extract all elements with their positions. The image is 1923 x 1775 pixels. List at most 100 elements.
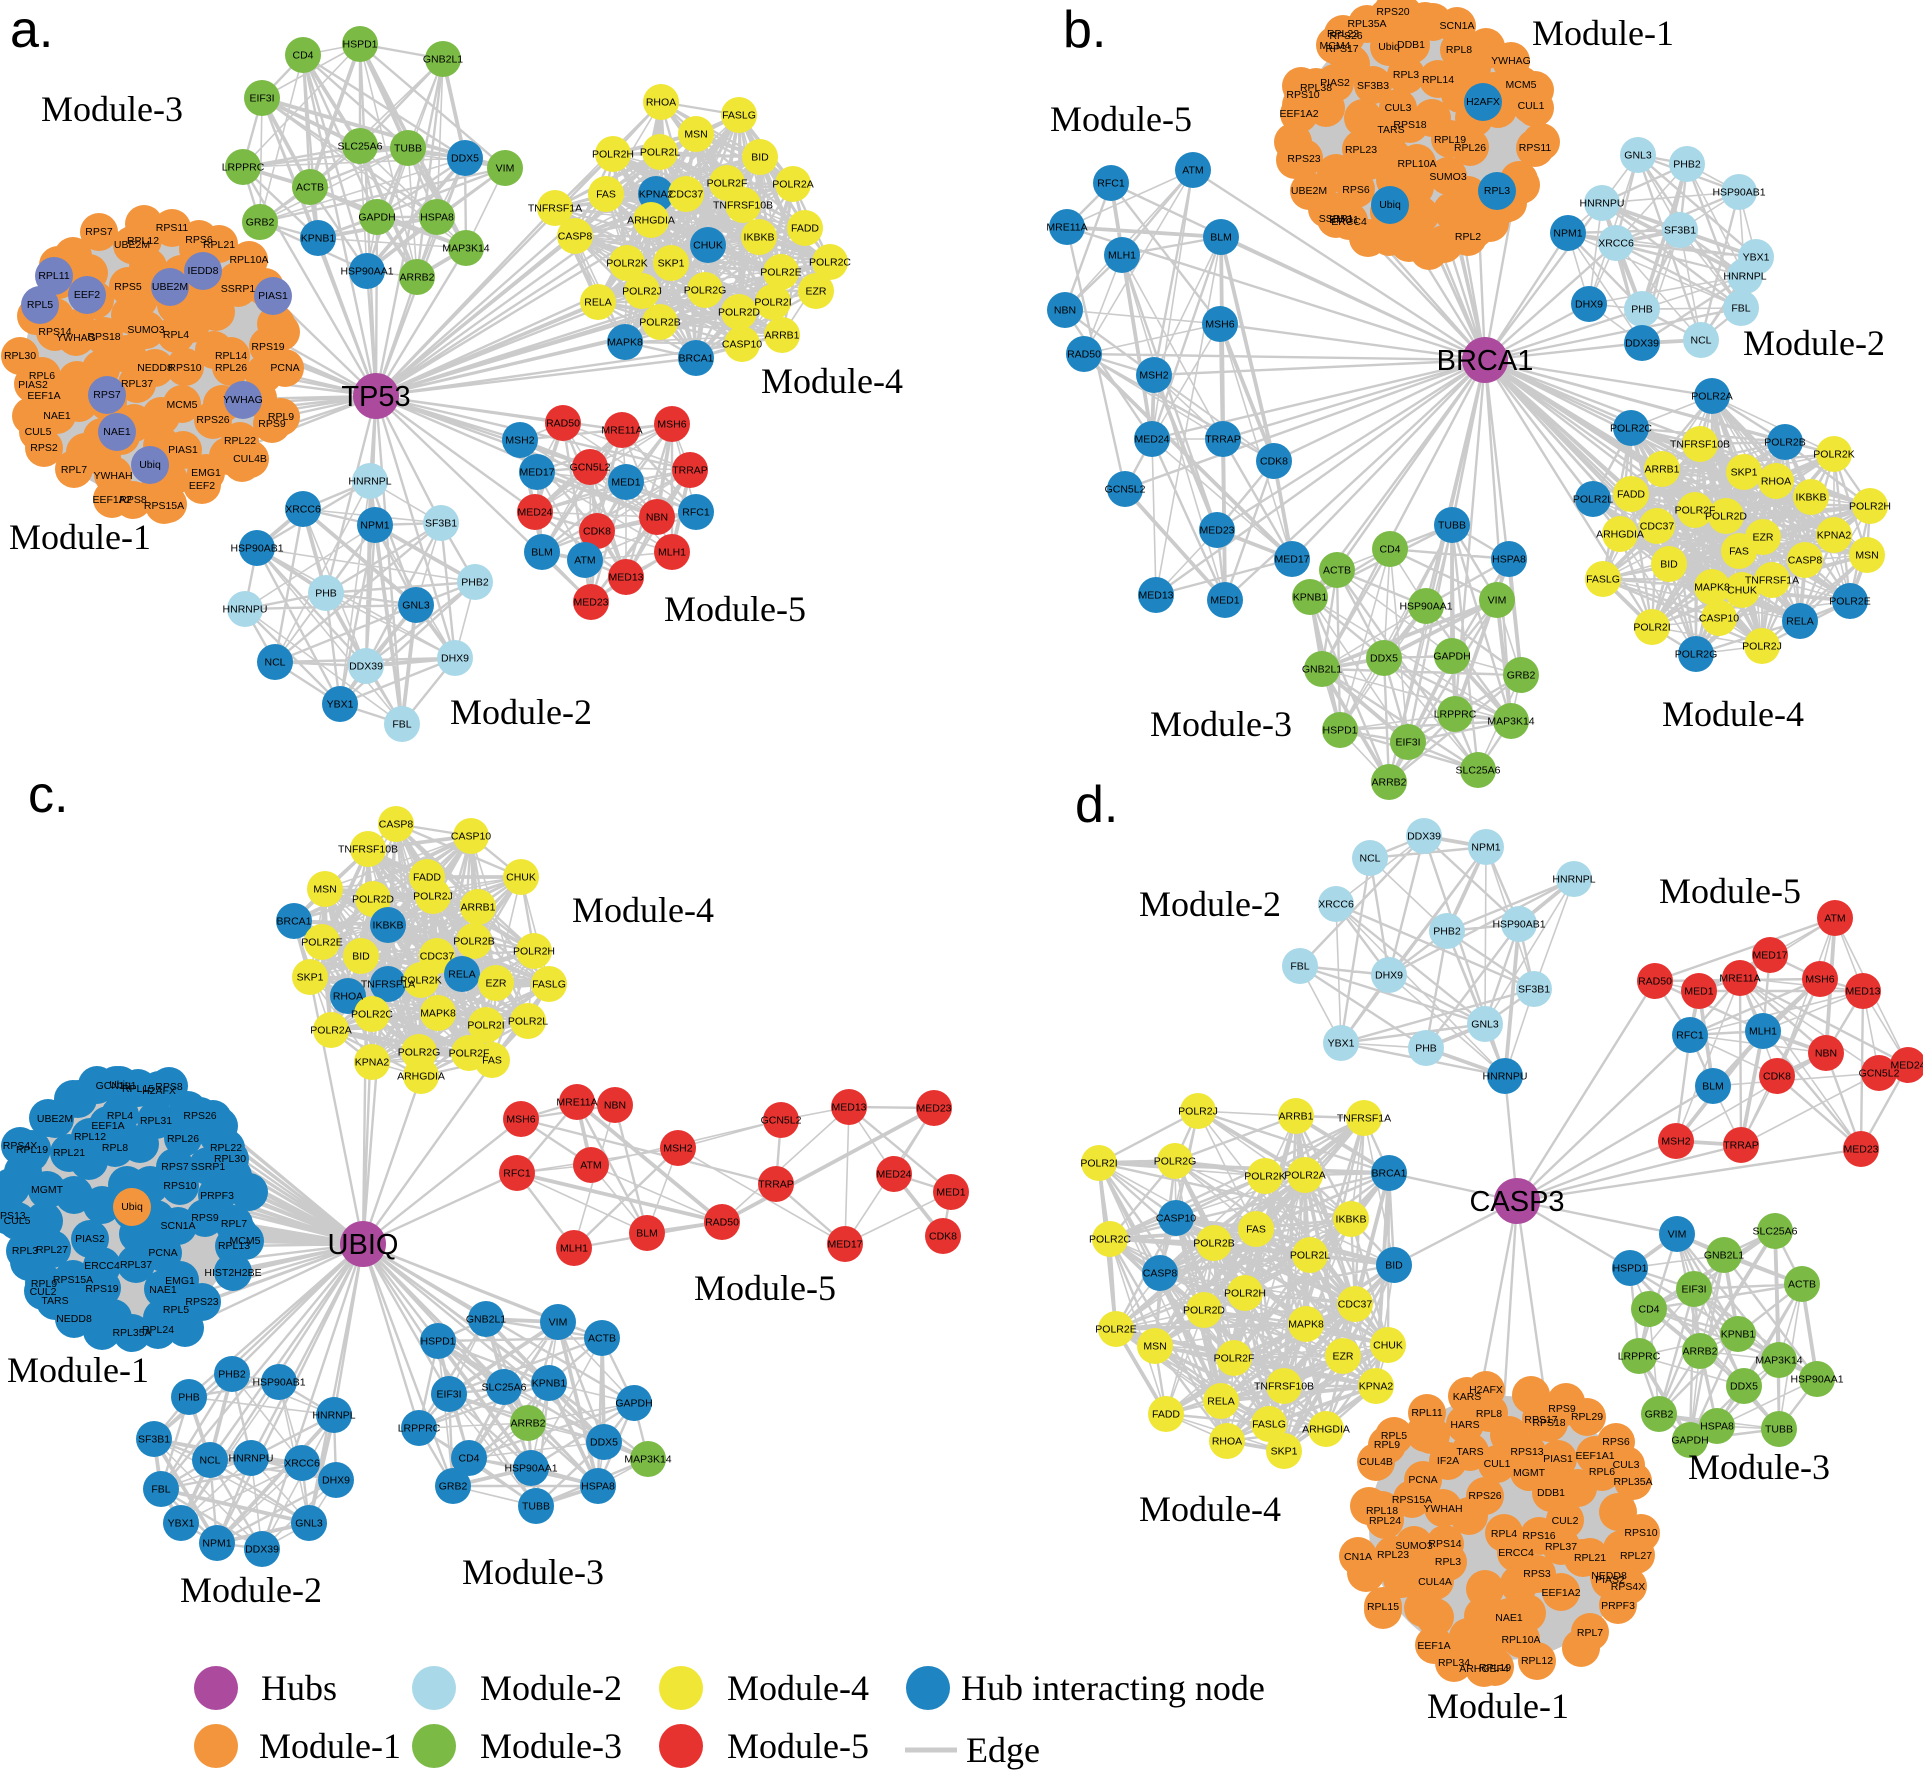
svg-text:POLR2G: POLR2G <box>398 1047 441 1059</box>
svg-text:YBX1: YBX1 <box>1328 1038 1355 1050</box>
svg-text:PHB2: PHB2 <box>1433 926 1461 938</box>
svg-text:RPS9: RPS9 <box>258 418 286 430</box>
svg-text:IKBKB: IKBKB <box>1336 1214 1367 1226</box>
svg-text:KPNA2: KPNA2 <box>355 1057 390 1069</box>
svg-text:b.: b. <box>1063 1 1106 59</box>
svg-text:MED24: MED24 <box>517 507 552 519</box>
svg-text:ARRB1: ARRB1 <box>460 902 495 914</box>
svg-text:CUL4B: CUL4B <box>233 453 267 465</box>
svg-text:POLR2K: POLR2K <box>1813 449 1854 461</box>
svg-text:NEDD8: NEDD8 <box>56 1313 92 1325</box>
svg-text:GAPDH: GAPDH <box>358 212 395 224</box>
svg-text:DDX39: DDX39 <box>1625 338 1659 350</box>
svg-text:DDX39: DDX39 <box>349 661 383 673</box>
svg-text:POLR2B: POLR2B <box>453 936 494 948</box>
svg-text:HSPD1: HSPD1 <box>1612 1263 1647 1275</box>
svg-text:POLR2B: POLR2B <box>1764 437 1805 449</box>
svg-text:RPL5: RPL5 <box>27 299 53 311</box>
svg-text:RPL23: RPL23 <box>1377 1549 1409 1561</box>
svg-text:GNL3: GNL3 <box>402 600 430 612</box>
svg-text:Module-1: Module-1 <box>1427 1686 1569 1726</box>
svg-text:RPL27: RPL27 <box>1620 1550 1652 1562</box>
svg-text:CDK8: CDK8 <box>1763 1071 1791 1083</box>
svg-text:POLR2L: POLR2L <box>640 147 680 159</box>
svg-text:POLR2H: POLR2H <box>1849 501 1891 513</box>
svg-text:TNFRSF1A: TNFRSF1A <box>528 203 582 215</box>
svg-text:BID: BID <box>751 152 769 164</box>
svg-text:ARHGDIA: ARHGDIA <box>1302 1424 1350 1436</box>
svg-text:MSH6: MSH6 <box>1205 319 1234 331</box>
svg-text:MLH1: MLH1 <box>658 547 686 559</box>
svg-text:YWHAH: YWHAH <box>1423 1503 1462 1515</box>
svg-text:POLR2I: POLR2I <box>1633 622 1670 634</box>
svg-text:POLR2B: POLR2B <box>1193 1238 1234 1250</box>
svg-text:TNFRSF10B: TNFRSF10B <box>713 200 773 212</box>
svg-text:HSP90AA1: HSP90AA1 <box>504 1463 557 1475</box>
svg-text:EEF1A: EEF1A <box>91 1120 124 1132</box>
svg-text:SF3B1: SF3B1 <box>1664 225 1696 237</box>
svg-text:HSP90AA1: HSP90AA1 <box>1399 601 1452 613</box>
svg-text:Edge: Edge <box>966 1730 1040 1770</box>
svg-text:POLR2I: POLR2I <box>467 1020 504 1032</box>
svg-text:CUL1: CUL1 <box>1518 100 1545 112</box>
svg-text:RPL3: RPL3 <box>1484 185 1510 197</box>
svg-text:POLR2I: POLR2I <box>1080 1158 1117 1170</box>
svg-text:NAE1: NAE1 <box>149 1284 177 1296</box>
svg-text:NAE1: NAE1 <box>1495 1612 1523 1624</box>
svg-text:RPL4: RPL4 <box>163 329 189 341</box>
svg-text:TNFRSF1A: TNFRSF1A <box>1337 1113 1391 1125</box>
svg-text:RPS23: RPS23 <box>185 1296 218 1308</box>
svg-text:RPL19: RPL19 <box>1479 1662 1511 1674</box>
svg-text:PIAS2: PIAS2 <box>1595 1574 1625 1586</box>
svg-text:FBL: FBL <box>1731 303 1750 315</box>
svg-text:H2AFX: H2AFX <box>1469 1384 1503 1396</box>
svg-text:HSPD1: HSPD1 <box>342 39 377 51</box>
svg-text:RPL6: RPL6 <box>1589 1466 1615 1478</box>
svg-text:MRE11A: MRE11A <box>1719 973 1760 985</box>
svg-text:RPL35A: RPL35A <box>1347 18 1386 30</box>
svg-text:HNRNPL: HNRNPL <box>1552 874 1595 886</box>
svg-text:SKP1: SKP1 <box>658 258 685 270</box>
svg-text:RPS18: RPS18 <box>87 331 120 343</box>
svg-text:POLR2D: POLR2D <box>718 307 760 319</box>
svg-text:PHB2: PHB2 <box>1673 159 1701 171</box>
svg-text:RPS15A: RPS15A <box>53 1274 93 1286</box>
svg-text:TRRAP: TRRAP <box>1723 1140 1759 1152</box>
svg-text:Module-2: Module-2 <box>450 692 592 732</box>
svg-text:SF3B3: SF3B3 <box>1357 80 1389 92</box>
svg-text:ATM: ATM <box>1824 913 1845 925</box>
svg-text:MED23: MED23 <box>916 1103 951 1115</box>
svg-text:Module-3: Module-3 <box>462 1552 604 1592</box>
svg-text:Hub interacting node: Hub interacting node <box>961 1668 1265 1708</box>
svg-text:HNRNPU: HNRNPU <box>229 1453 274 1465</box>
svg-text:SUMO3: SUMO3 <box>127 324 165 336</box>
svg-text:MED1: MED1 <box>1684 986 1713 998</box>
svg-text:TUBB: TUBB <box>1765 1424 1793 1436</box>
svg-text:POLR2C: POLR2C <box>1610 423 1652 435</box>
svg-text:RPS23: RPS23 <box>1287 153 1320 165</box>
svg-text:RHOA: RHOA <box>333 991 363 1003</box>
svg-text:HSPD1: HSPD1 <box>420 1336 455 1348</box>
svg-text:GCN5L2: GCN5L2 <box>570 462 611 474</box>
svg-text:MSN: MSN <box>684 129 707 141</box>
svg-text:GRB2: GRB2 <box>439 1481 468 1493</box>
svg-text:VIM: VIM <box>1668 1229 1687 1241</box>
svg-text:NPM1: NPM1 <box>1471 842 1500 854</box>
svg-text:RFC1: RFC1 <box>1097 178 1125 190</box>
svg-text:POLR2A: POLR2A <box>1284 1170 1325 1182</box>
svg-text:ATM: ATM <box>580 1160 601 1172</box>
svg-text:RPS7: RPS7 <box>85 226 113 238</box>
svg-text:RPL37: RPL37 <box>121 378 153 390</box>
svg-text:CUL4B: CUL4B <box>1359 1456 1393 1468</box>
svg-text:MCM4: MCM4 <box>1320 40 1351 52</box>
svg-text:MED17: MED17 <box>1752 950 1787 962</box>
svg-text:MED17: MED17 <box>519 467 554 479</box>
svg-text:RPL37: RPL37 <box>1545 1541 1577 1553</box>
svg-text:HNRNPL: HNRNPL <box>312 1410 355 1422</box>
svg-text:MAPK8: MAPK8 <box>420 1008 456 1020</box>
svg-text:HSP90AA1: HSP90AA1 <box>1790 1374 1843 1386</box>
svg-text:GRB2: GRB2 <box>246 217 275 229</box>
svg-text:KPNA2: KPNA2 <box>639 189 674 201</box>
svg-text:MSH2: MSH2 <box>663 1143 692 1155</box>
svg-text:HSP90AB1: HSP90AB1 <box>1712 187 1765 199</box>
